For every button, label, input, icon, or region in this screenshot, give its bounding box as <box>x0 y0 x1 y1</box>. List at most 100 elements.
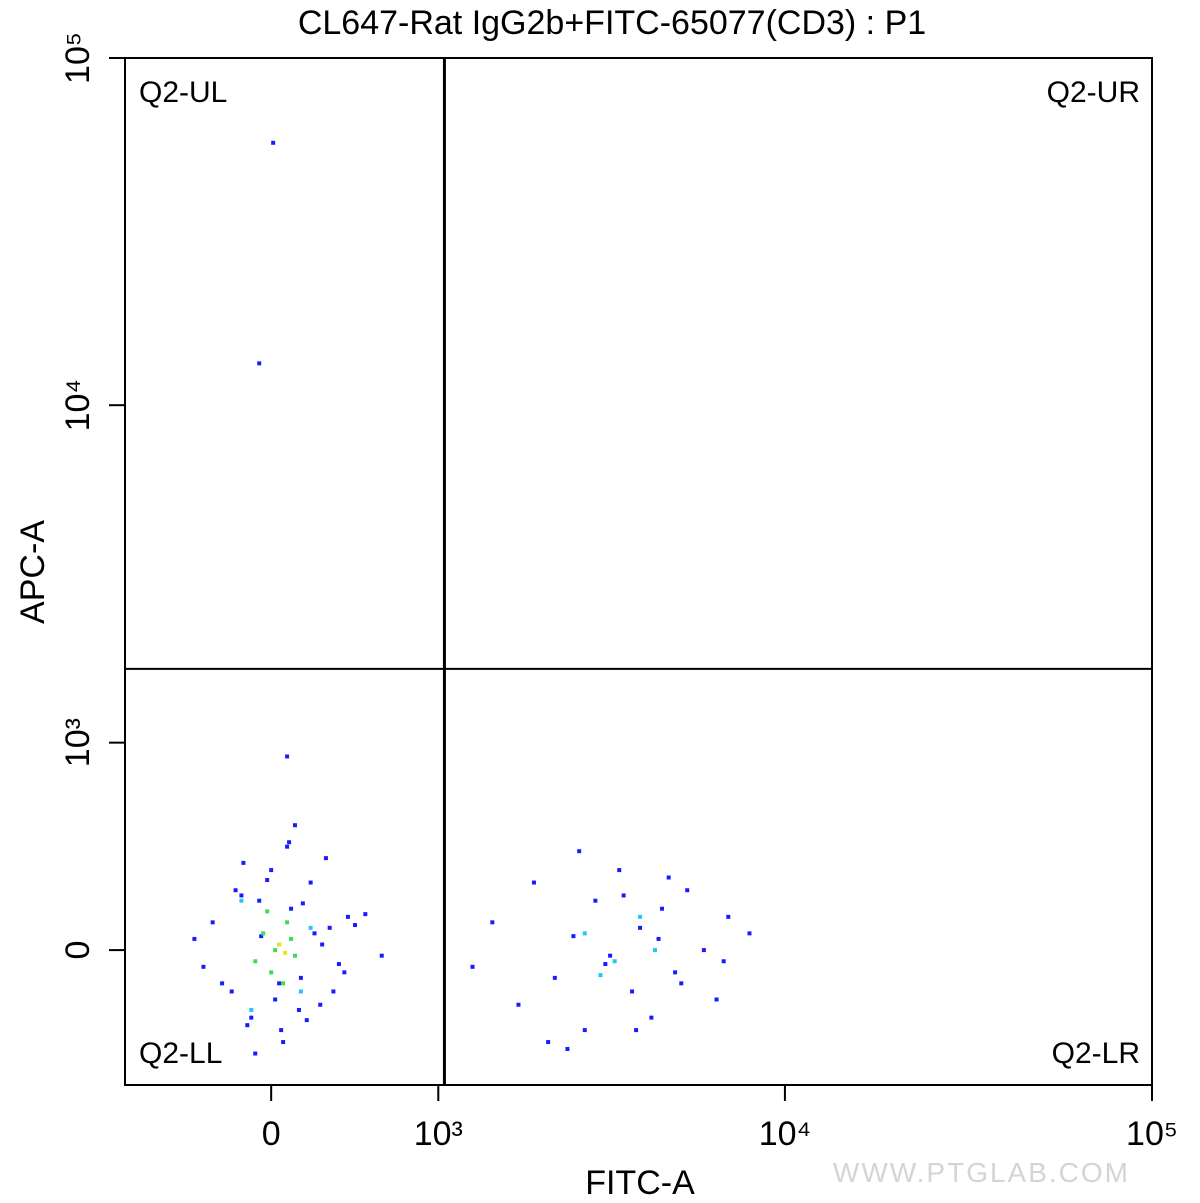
point <box>565 1046 570 1051</box>
point <box>552 975 557 980</box>
point <box>714 997 719 1002</box>
point <box>239 898 244 903</box>
point <box>220 981 225 986</box>
point <box>653 948 658 953</box>
point <box>304 1018 309 1023</box>
x-tick-label: 10³ <box>414 1115 463 1153</box>
point <box>210 920 215 925</box>
y-axis-label: APC-A <box>14 520 52 624</box>
point <box>287 840 292 845</box>
point <box>192 936 197 941</box>
point <box>249 1007 254 1012</box>
point <box>233 888 238 893</box>
point <box>257 898 262 903</box>
point <box>300 901 305 906</box>
point <box>608 953 613 958</box>
point <box>261 931 266 936</box>
y-tick-label: 10⁵ <box>59 32 97 84</box>
point <box>747 931 752 936</box>
point <box>253 1051 258 1056</box>
point <box>638 925 643 930</box>
point <box>516 1002 521 1007</box>
point <box>582 931 587 936</box>
quadrant-label: Q2-LL <box>139 1037 222 1070</box>
point <box>638 914 643 919</box>
point <box>634 1028 639 1033</box>
point <box>659 906 664 911</box>
point <box>259 934 264 939</box>
quadrant-label: Q2-UL <box>139 76 227 109</box>
point <box>308 880 313 885</box>
point <box>277 942 282 947</box>
point <box>201 964 206 969</box>
point <box>649 1015 654 1020</box>
point <box>598 973 603 978</box>
point <box>289 906 294 911</box>
point <box>342 970 347 975</box>
point <box>531 880 536 885</box>
point <box>327 925 332 930</box>
chart-title: CL647-Rat IgG2b+FITC-65077(CD3) : P1 <box>298 4 926 42</box>
point <box>621 893 626 898</box>
point <box>666 875 671 880</box>
point <box>271 140 276 145</box>
point <box>470 964 475 969</box>
point <box>673 970 678 975</box>
point <box>701 948 706 953</box>
point <box>229 989 234 994</box>
point <box>298 975 303 980</box>
point <box>571 934 576 939</box>
point <box>265 878 270 883</box>
point <box>283 950 288 955</box>
point <box>253 959 258 964</box>
point <box>320 942 325 947</box>
x-tick-label: 0 <box>262 1115 281 1153</box>
point <box>582 1028 587 1033</box>
point <box>281 981 286 986</box>
point <box>245 1023 250 1028</box>
point <box>331 989 336 994</box>
point <box>593 898 598 903</box>
point <box>577 849 582 854</box>
point <box>612 959 617 964</box>
point <box>490 920 495 925</box>
point <box>273 948 278 953</box>
point <box>308 925 313 930</box>
point <box>363 912 368 917</box>
point <box>281 1040 286 1045</box>
point <box>656 936 661 941</box>
x-tick-label: 10⁵ <box>1126 1115 1178 1153</box>
point <box>603 962 608 967</box>
x-axis-label: FITC-A <box>585 1164 695 1202</box>
point <box>285 754 290 759</box>
quadrant-label: Q2-UR <box>1047 76 1140 109</box>
point <box>241 860 246 865</box>
point <box>726 914 731 919</box>
watermark: WWW.PTGLAB.COM <box>833 1157 1130 1188</box>
y-tick-label: 10⁴ <box>59 379 97 431</box>
point <box>679 981 684 986</box>
point <box>293 823 298 828</box>
point <box>269 868 274 873</box>
point <box>312 931 317 936</box>
point <box>323 856 328 861</box>
point <box>685 888 690 893</box>
point <box>293 953 298 958</box>
point <box>265 909 270 914</box>
point <box>285 920 290 925</box>
y-tick-label: 10³ <box>59 718 97 767</box>
point <box>617 868 622 873</box>
plot-frame <box>124 57 1153 1086</box>
point <box>277 981 282 986</box>
point <box>353 923 358 928</box>
point <box>257 361 262 366</box>
y-tick-label: 0 <box>59 941 97 960</box>
point <box>630 989 635 994</box>
point <box>336 962 341 967</box>
point <box>249 1015 254 1020</box>
x-tick-label: 10⁴ <box>759 1115 811 1153</box>
point <box>379 953 384 958</box>
point <box>273 997 278 1002</box>
